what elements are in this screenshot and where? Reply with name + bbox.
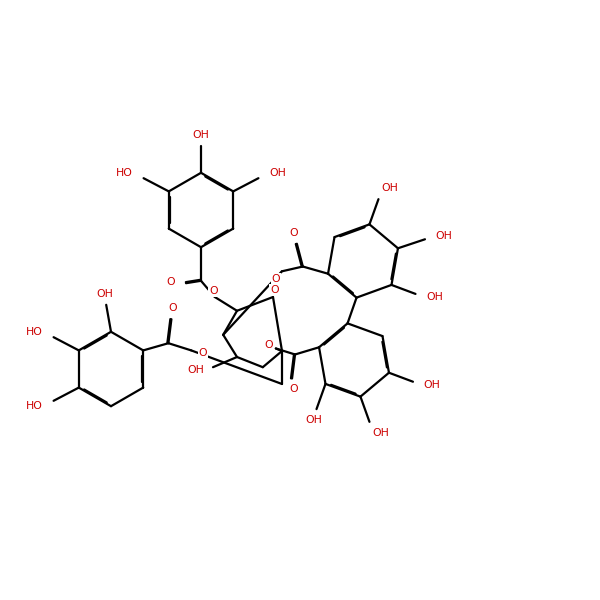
Text: O: O [272, 274, 280, 284]
Text: OH: OH [424, 380, 440, 390]
Text: OH: OH [305, 415, 322, 425]
Text: OH: OH [426, 292, 443, 302]
Text: HO: HO [116, 169, 133, 178]
Text: OH: OH [187, 365, 204, 375]
Text: OH: OH [269, 169, 286, 178]
Text: OH: OH [97, 289, 113, 299]
Text: HO: HO [26, 328, 43, 337]
Text: O: O [270, 285, 278, 295]
Text: O: O [199, 349, 207, 358]
Text: O: O [265, 340, 273, 350]
Text: HO: HO [26, 401, 43, 410]
Text: O: O [167, 277, 175, 287]
Text: O: O [290, 228, 298, 238]
Text: OH: OH [193, 130, 209, 140]
Text: O: O [209, 286, 218, 296]
Text: OH: OH [373, 428, 389, 437]
Text: O: O [169, 304, 177, 313]
Text: O: O [289, 384, 298, 394]
Text: OH: OH [436, 231, 452, 241]
Text: OH: OH [382, 184, 398, 193]
